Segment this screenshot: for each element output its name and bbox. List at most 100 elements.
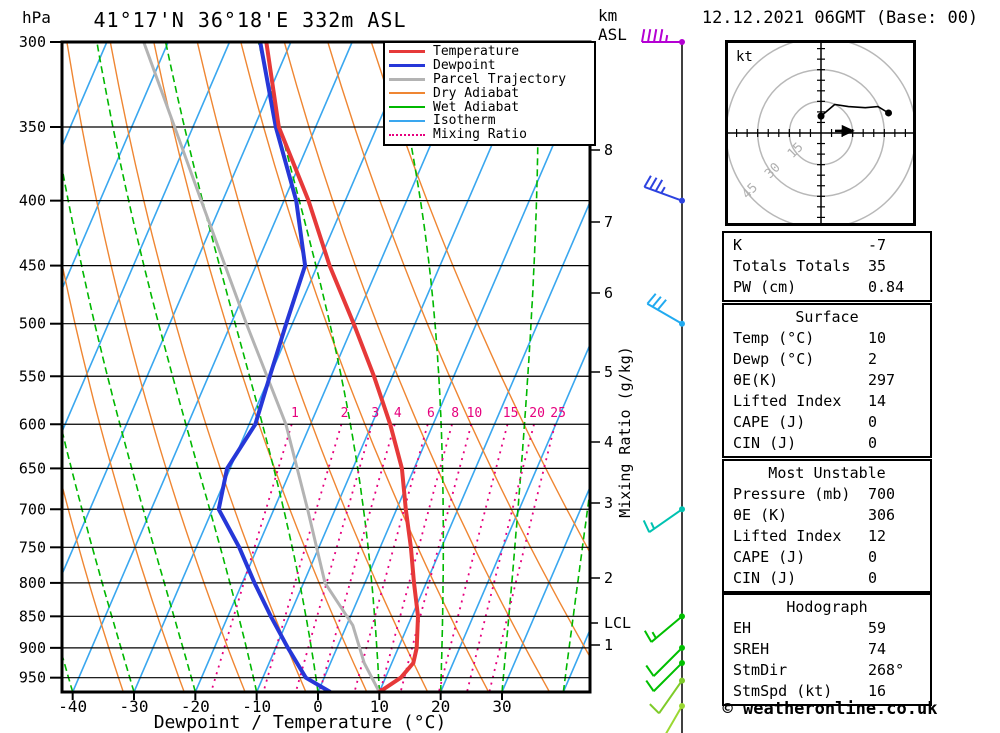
legend-line-sample [389,50,425,54]
row-value: 0 [868,434,878,452]
row-value: 0 [868,548,878,566]
table-title: Hodograph [786,598,868,616]
svg-text:6: 6 [604,284,613,302]
svg-text:500: 500 [19,315,46,333]
svg-text:850: 850 [19,607,46,625]
svg-text:950: 950 [19,669,46,687]
row-label: Lifted Index [733,527,842,545]
row-label: Totals Totals [733,257,851,275]
svg-text:8: 8 [451,406,459,421]
row-label: CAPE (J) [733,548,806,566]
svg-text:2: 2 [604,569,613,587]
row-label: CIN (J) [733,434,797,452]
table-row: PW (cm) 0.84 [724,277,930,298]
info-table-indices: K -7 Totals Totals 35 PW (cm) 0.84 [722,231,932,302]
row-label: K [733,236,743,254]
row-label: θE(K) [733,371,779,389]
wind-barb [645,659,685,692]
row-value: 268° [868,661,905,679]
x-axis-title: Dewpoint / Temperature (°C) [153,712,447,733]
wind-barb [642,506,685,534]
wind-barb [643,613,685,643]
row-value: 306 [868,506,896,524]
svg-text:7: 7 [604,213,613,231]
svg-text:20: 20 [431,697,450,716]
hodograph-ring-label: 45 [739,180,761,202]
wind-barb [643,175,685,204]
svg-text:2: 2 [341,406,349,421]
table-row: θE(K) 297 [724,370,930,391]
row-label: SREH [733,640,770,658]
info-table-hodograph-indices: Hodograph EH 59 SREH 74 StmDir 268° StmSpd (kt)… [722,593,932,706]
legend-line-sample [389,92,425,95]
legend-item-label: Temperature [433,44,520,60]
wind-barb-column [641,29,685,733]
svg-text:600: 600 [19,415,46,433]
legend-line-sample [389,133,425,136]
dewpoint-curve [216,42,332,692]
wind-barb [645,644,685,677]
wind-barb [649,677,685,715]
row-value: 74 [868,640,887,658]
row-label: CAPE (J) [733,413,806,431]
svg-text:800: 800 [19,574,46,592]
row-value: 0 [868,569,878,587]
table-row: Totals Totals 35 [724,256,930,277]
svg-text:15: 15 [503,406,519,421]
svg-text:900: 900 [19,639,46,657]
row-value: 12 [868,527,887,545]
info-table-surface: Surface Temp (°C) 10 Dewp (°C) 2 θE(K) 297 Lift… [722,303,932,458]
table-row: CAPE (J) 0 [724,412,930,433]
legend-item-label: Dewpoint [433,58,496,74]
row-value: 0 [868,413,878,431]
svg-text:400: 400 [19,192,46,210]
svg-text:450: 450 [19,257,46,275]
svg-text:30: 30 [492,697,511,716]
mixing-ratio-axis-label: Mixing Ratio (g/kg) [616,346,634,518]
mixing-ratio-labels: 1 2 3 4 6 8 10 15 20 25 [291,406,566,421]
row-value: 16 [868,682,887,700]
row-value: 700 [868,485,896,503]
row-label: Lifted Index [733,392,842,410]
legend-item-isotherm: Isotherm [389,113,594,128]
temperature-curve [264,42,420,692]
table-row: CIN (J) 0 [724,568,930,589]
svg-text:350: 350 [19,118,46,136]
row-value: 10 [868,329,887,347]
row-value: -7 [868,236,887,254]
wind-barb [641,29,685,45]
wind-barb [646,293,685,327]
svg-text:300: 300 [19,33,46,51]
row-label: Temp (°C) [733,329,815,347]
table-row: SREH 74 [724,639,930,660]
legend-line-sample [389,119,425,122]
table-row: CIN (J) 0 [724,433,930,454]
mixing-ratio-grid [210,424,556,692]
row-value: 59 [868,619,887,637]
svg-text:700: 700 [19,500,46,518]
info-table-most-unstable: Most Unstable Pressure (mb) 700 θE (K) 306 Li… [722,459,932,593]
lcl-label: LCL [604,614,631,632]
wet-adiabat-grid [62,42,590,692]
svg-text:3: 3 [604,494,613,512]
table-row: Lifted Index 14 [724,391,930,412]
svg-text:8: 8 [604,141,613,159]
row-label: θE (K) [733,506,788,524]
parcel-trajectory-curve [142,42,381,692]
copyright-link[interactable]: © weatheronline.co.uk [722,699,938,719]
table-row: θE (K) 306 [724,505,930,526]
legend-item-temperature: Temperature [389,44,594,60]
km-axis: 8 7 6 5 4 3 2 1 LCL [591,141,631,654]
km-axis-unit: km ASL [598,6,627,44]
table-title: Surface [795,308,859,326]
row-label: EH [733,619,752,637]
wind-barb [665,702,685,733]
svg-text:-10: -10 [242,697,271,716]
table-row: Pressure (mb) 700 [724,484,930,505]
pressure-axis-unit: hPa [22,8,51,27]
row-label: Pressure (mb) [733,485,851,503]
temperature-axis: -40 -30 -20 -10 0 10 20 30 [58,693,512,716]
row-label: CIN (J) [733,569,797,587]
